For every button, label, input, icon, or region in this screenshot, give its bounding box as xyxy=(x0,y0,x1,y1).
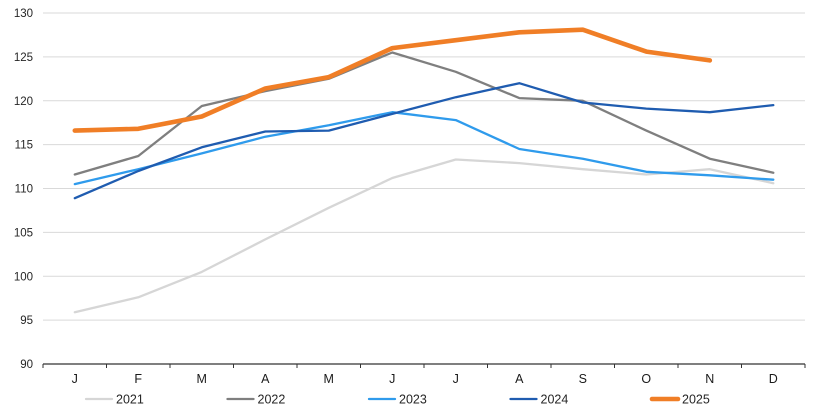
series-line-2021 xyxy=(73,158,775,314)
y-axis-tick-label: 120 xyxy=(14,96,33,108)
legend-label-2024: 2024 xyxy=(541,393,569,407)
legend-label-2021: 2021 xyxy=(116,393,144,407)
x-axis-month-label: A xyxy=(515,372,524,386)
y-axis-tick-label: 110 xyxy=(15,184,33,196)
y-axis-tick-label: 130 xyxy=(14,8,33,20)
x-axis-month-label: J xyxy=(453,372,459,386)
series-line-2023 xyxy=(73,111,775,186)
y-axis-labels: 90 95 100 105 110 115 120 125 130 xyxy=(14,8,33,371)
x-axis-month-label: M xyxy=(324,372,334,386)
x-axis-month-label: N xyxy=(705,372,714,386)
legend-item-2022: 2022 xyxy=(226,393,286,407)
legend-label-2025: 2025 xyxy=(682,393,710,407)
series-line-2022 xyxy=(73,51,775,176)
x-axis xyxy=(42,363,806,368)
y-axis-tick-label: 115 xyxy=(15,140,33,152)
x-axis-month-label: F xyxy=(134,372,142,386)
y-axis-tick-label: 105 xyxy=(14,227,33,239)
legend-item-2025: 2025 xyxy=(649,393,710,407)
x-axis-month-label: A xyxy=(261,372,270,386)
x-axis-month-label: S xyxy=(579,372,587,386)
legend-item-2024: 2024 xyxy=(509,393,569,407)
series-lines xyxy=(72,27,775,314)
series-line-2025 xyxy=(72,27,713,133)
gridlines xyxy=(43,12,805,321)
legend-item-2023: 2023 xyxy=(367,393,427,407)
x-axis-month-label: J xyxy=(72,372,78,386)
y-axis-tick-label: 90 xyxy=(20,359,33,371)
x-axis-month-label: O xyxy=(641,372,651,386)
series-line-2024 xyxy=(73,82,775,200)
x-axis-month-label: M xyxy=(197,372,207,386)
y-axis-tick-label: 95 xyxy=(20,315,33,327)
chart-legend: 2021 2022 2023 2024 2025 xyxy=(84,393,710,407)
legend-item-2021: 2021 xyxy=(84,393,144,407)
x-axis-month-label: J xyxy=(389,372,395,386)
y-axis-tick-label: 125 xyxy=(14,52,33,64)
legend-label-2022: 2022 xyxy=(258,393,286,407)
x-axis-month-label: D xyxy=(769,372,778,386)
y-axis-tick-label: 100 xyxy=(14,271,33,283)
legend-label-2023: 2023 xyxy=(399,393,427,407)
